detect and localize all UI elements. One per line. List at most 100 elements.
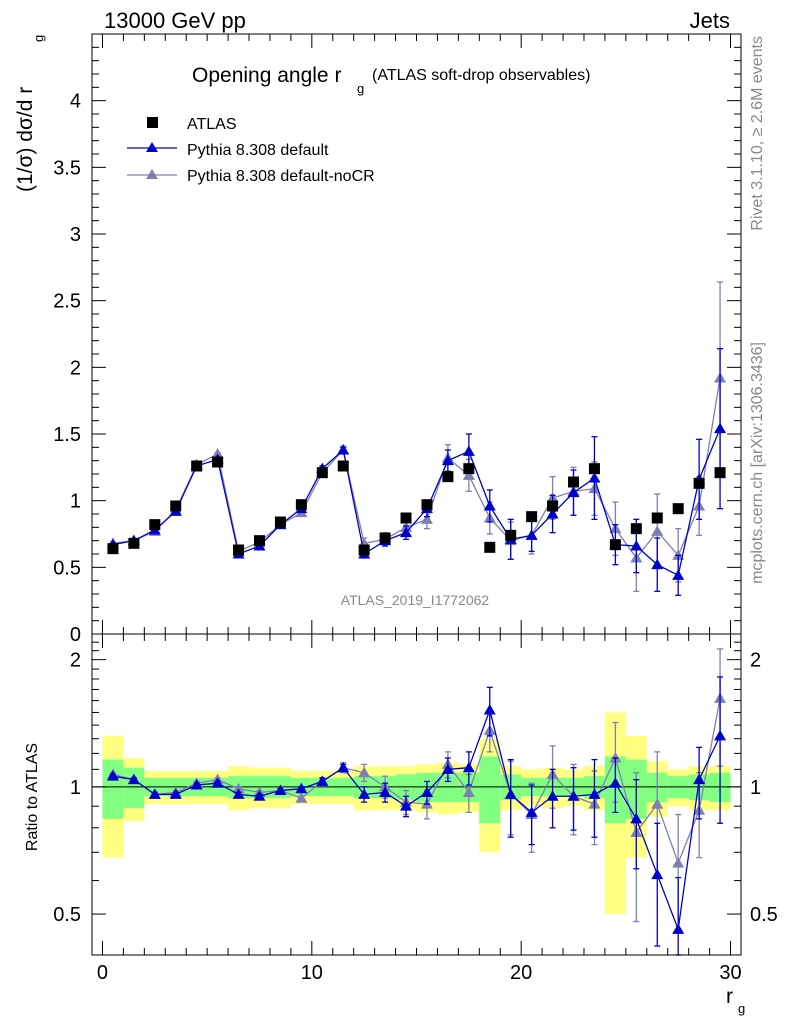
data-point	[714, 422, 727, 434]
x-tick-label: 20	[510, 962, 532, 984]
ratio-y-label: Ratio to ATLAS	[24, 743, 41, 851]
data-point	[525, 806, 538, 817]
data-point	[672, 503, 684, 515]
data-point	[568, 476, 580, 488]
analysis-id-label: ATLAS_2019_I1772062	[341, 592, 490, 608]
data-point	[295, 792, 308, 803]
plot-title: Opening angle r	[192, 64, 341, 87]
data-point	[358, 788, 371, 799]
data-point	[609, 777, 622, 788]
data-point	[316, 467, 328, 479]
x-tick-labels: 0 10 20 30	[97, 962, 742, 984]
main-y-tick-label: 0.5	[53, 557, 81, 579]
data-point	[107, 543, 119, 555]
data-point	[693, 773, 706, 785]
data-point	[672, 857, 685, 868]
legend-label-atlas: ATLAS	[187, 116, 237, 133]
main-panel: 0 0.5 1 1.5 2 2.5 3 3.5 4 Opening angle r g (ATL…	[14, 33, 742, 646]
data-point	[672, 569, 685, 580]
ratio-y-tick-label-right: 2	[750, 650, 761, 672]
data-point	[651, 525, 664, 536]
data-point	[630, 523, 642, 535]
data-point	[149, 519, 161, 531]
process-label: Jets	[690, 8, 730, 33]
main-y-label: (1/σ) dσ/d r g	[14, 35, 46, 192]
data-point	[295, 782, 308, 794]
data-point	[463, 463, 475, 475]
data-point	[232, 782, 245, 794]
legend-label-pythia-nocr: Pythia 8.308 default-noCR	[187, 168, 375, 185]
data-point	[211, 448, 224, 459]
main-axis-ticks	[92, 34, 741, 635]
data-point	[274, 784, 287, 796]
data-point	[651, 558, 664, 570]
main-y-label-text: (1/σ) dσ/d r	[14, 87, 37, 192]
main-y-tick-label: 3.5	[53, 157, 81, 179]
data-point	[462, 786, 475, 797]
data-point	[672, 923, 685, 934]
series-line	[112, 377, 721, 560]
ratio-y-tick-label: 2	[70, 650, 81, 672]
main-y-tick-label: 2	[70, 357, 81, 379]
series-line	[112, 428, 721, 577]
data-point	[630, 812, 643, 824]
data-point	[672, 549, 685, 560]
data-point	[316, 775, 329, 786]
data-point	[379, 532, 391, 544]
data-point	[483, 704, 496, 715]
data-point	[525, 529, 538, 540]
ratio-series	[106, 648, 727, 956]
data-point	[505, 529, 517, 541]
data-point	[526, 511, 538, 523]
data-point	[337, 444, 350, 455]
data-point	[337, 761, 350, 773]
data-point	[651, 868, 664, 880]
mcplots-label: mcplots.cern.ch [arXiv:1306.3436]	[749, 342, 766, 584]
data-point	[714, 729, 727, 741]
main-series	[106, 281, 727, 596]
data-point	[547, 500, 559, 512]
x-axis-label: r	[726, 985, 733, 1008]
data-point	[609, 539, 621, 551]
legend: ATLAS Pythia 8.308 default Pythia 8.308 …	[127, 116, 375, 185]
series-atlas	[107, 456, 726, 556]
data-point	[651, 798, 664, 809]
data-point	[253, 790, 266, 801]
data-point	[421, 499, 433, 511]
ratio-y-tick-label-right: 0.5	[750, 904, 778, 926]
data-point	[504, 788, 517, 799]
data-point	[148, 788, 161, 799]
ratio-y-tick-labels: 0.5 0.5 1 1 2 2	[53, 650, 778, 926]
data-point	[190, 779, 203, 790]
data-point	[693, 477, 705, 489]
data-point	[274, 516, 286, 528]
data-point	[233, 544, 245, 556]
main-y-tick-label: 0	[70, 624, 81, 646]
data-point	[546, 790, 559, 801]
data-point	[462, 469, 475, 480]
data-point	[714, 467, 726, 479]
main-y-tick-label: 4	[70, 91, 81, 113]
legend-marker-pythia-default	[146, 142, 158, 152]
data-point	[462, 761, 475, 773]
legend-marker-pythia-nocr	[146, 169, 158, 179]
data-point	[609, 752, 622, 763]
data-point	[441, 454, 454, 466]
data-point	[400, 800, 413, 811]
ratio-series-pythia-default	[106, 676, 727, 956]
x-tick-label: 10	[301, 962, 323, 984]
data-point	[128, 537, 140, 549]
data-point	[295, 499, 307, 511]
collision-energy-label: 13000 GeV pp	[104, 8, 246, 33]
data-point	[630, 540, 643, 551]
ratio-y-tick-label-right: 1	[750, 777, 761, 799]
ratio-panel: 0.5 0.5 1 1 2 2 0 10 20 30 Ratio to ATLAS r g	[24, 633, 778, 1016]
data-point	[337, 460, 349, 472]
data-point	[127, 773, 140, 785]
main-y-tick-label: 2.5	[53, 291, 81, 313]
data-point	[546, 508, 559, 519]
data-point	[400, 526, 413, 538]
main-y-tick-label: 3	[70, 224, 81, 246]
ratio-y-tick-label: 0.5	[53, 904, 81, 926]
data-point	[588, 463, 600, 475]
